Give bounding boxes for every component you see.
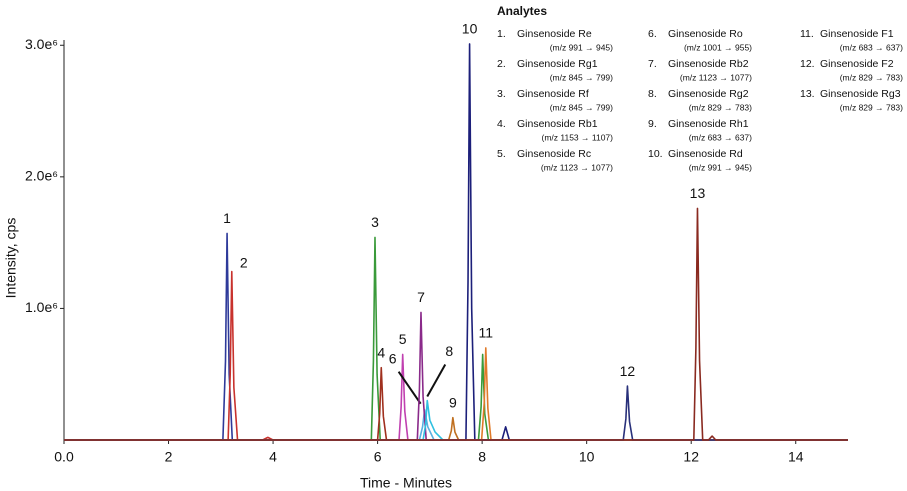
legend-number: 6. — [648, 28, 657, 40]
trace — [64, 270, 848, 441]
legend-label: Ginsenoside Re — [517, 28, 592, 40]
peak-label: 1 — [223, 210, 231, 226]
legend-label: Ginsenoside Rc — [517, 148, 591, 160]
legend-number: 10. — [648, 148, 663, 160]
peak-label: 6 — [389, 350, 397, 366]
x-tick-label: 10 — [579, 449, 595, 465]
trace — [64, 43, 848, 441]
x-tick-label: 4 — [269, 449, 277, 465]
legend-transition: (m/z 1123 → 1077) — [541, 162, 613, 172]
y-axis-title: Intensity, cps — [3, 218, 19, 299]
legend-transition: (m/z 1153 → 1107) — [542, 132, 614, 142]
legend-label: Ginsenoside Rb2 — [668, 58, 749, 70]
peak-label: 10 — [462, 21, 478, 37]
legend-number: 7. — [648, 58, 657, 70]
legend-transition: (m/z 829 → 783) — [840, 102, 903, 112]
x-tick-label: 12 — [683, 449, 699, 465]
legend-label: Ginsenoside Rd — [668, 148, 743, 160]
legend-number: 11. — [800, 28, 814, 40]
peak-label: 12 — [620, 363, 636, 379]
legend-label: Ginsenoside Rg3 — [820, 88, 901, 100]
leader-line — [426, 364, 447, 398]
legend-label: Ginsenoside Rb1 — [517, 118, 598, 130]
y-tick-label: 3.0e⁶ — [25, 36, 58, 52]
legend-number: 5. — [497, 148, 506, 160]
legend-number: 3. — [497, 88, 506, 100]
legend-number: 2. — [497, 58, 506, 70]
y-tick-label: 1.0e⁶ — [25, 299, 58, 315]
x-tick-label: 0.0 — [54, 449, 74, 465]
peak-label: 4 — [377, 344, 385, 360]
legend-transition: (m/z 829 → 783) — [840, 72, 903, 82]
legend-transition: (m/z 829 → 783) — [689, 102, 752, 112]
legend-label: Ginsenoside F1 — [820, 28, 894, 40]
leader-line — [397, 371, 422, 405]
x-tick-label: 14 — [788, 449, 804, 465]
legend-label: Ginsenoside Rh1 — [668, 118, 749, 130]
peak-label: 3 — [371, 214, 379, 230]
trace — [64, 416, 848, 441]
peak-label: 9 — [449, 394, 457, 410]
legend-number: 1. — [497, 28, 506, 40]
peak-label: 7 — [417, 289, 425, 305]
peak-label: 8 — [445, 343, 453, 359]
x-tick-label: 2 — [165, 449, 173, 465]
legend-number: 12. — [800, 58, 815, 70]
legend-transition: (m/z 845 → 799) — [550, 72, 613, 82]
legend-transition: (m/z 991 → 945) — [550, 42, 613, 52]
legend-label: Ginsenoside Rg1 — [517, 58, 598, 70]
peak-label: 5 — [399, 331, 407, 347]
trace — [64, 399, 848, 441]
legend-label: Ginsenoside F2 — [820, 58, 894, 70]
legend-transition: (m/z 845 → 799) — [550, 102, 613, 112]
legend-transition: (m/z 1001 → 955) — [684, 42, 752, 52]
peak-label: 2 — [240, 254, 248, 270]
trace — [64, 207, 848, 441]
peak-label: 11 — [479, 325, 494, 341]
y-tick-label: 2.0e⁶ — [25, 168, 58, 184]
legend-transition: (m/z 1123 → 1077) — [680, 72, 752, 82]
legend-number: 4. — [497, 118, 506, 130]
legend-label: Ginsenoside Rf — [517, 88, 589, 100]
legend-transition: (m/z 991 → 945) — [689, 162, 752, 172]
trace — [64, 311, 848, 441]
legend-label: Ginsenoside Rg2 — [668, 88, 749, 100]
peak-label: 13 — [690, 185, 706, 201]
legend-number: 13. — [800, 88, 815, 100]
legend-transition: (m/z 683 → 637) — [689, 132, 752, 142]
legend-number: 9. — [648, 118, 657, 130]
legend-title: Analytes — [497, 4, 547, 18]
legend-number: 8. — [648, 88, 657, 100]
x-axis-title: Time - Minutes — [360, 475, 452, 491]
x-tick-label: 8 — [478, 449, 486, 465]
legend-label: Ginsenoside Ro — [668, 28, 743, 40]
legend-transition: (m/z 683 → 637) — [840, 42, 903, 52]
x-tick-label: 6 — [374, 449, 382, 465]
